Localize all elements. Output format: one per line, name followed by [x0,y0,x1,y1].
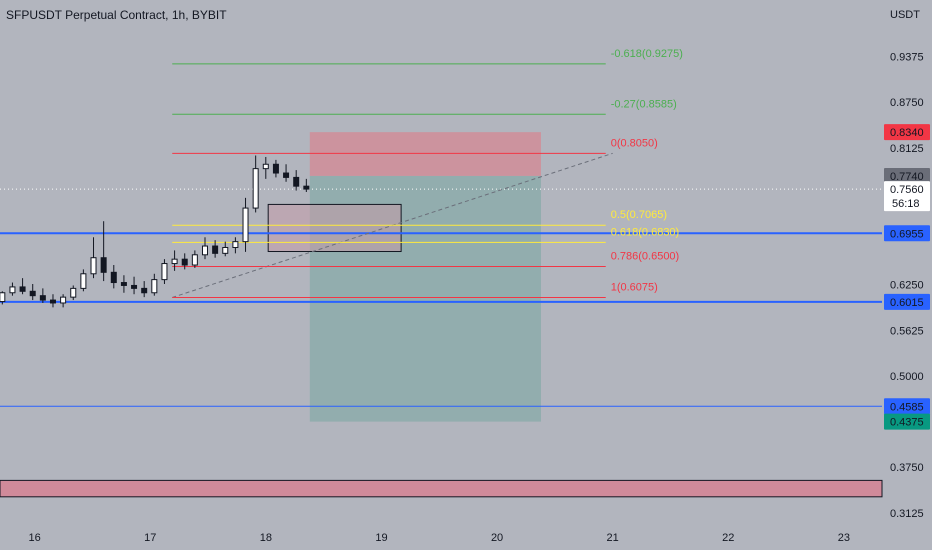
candle-body [252,168,259,209]
candle-body [151,279,158,294]
x-tick-label: 17 [144,532,156,544]
candle-body [120,282,127,286]
candle-body [39,295,46,301]
candle-body [80,273,87,289]
horizontal-lines-layer [0,188,882,407]
zones-layer [0,132,883,498]
candle-body [0,292,6,303]
candle-body [19,286,26,292]
candle-body [293,176,300,187]
price-label-bg [884,293,930,310]
x-tick-label: 18 [260,532,272,544]
y-tick-label: 0.3125 [890,508,924,520]
x-tick-label: 20 [491,532,503,544]
candle-body [161,263,168,281]
candle-body [29,290,36,297]
candle-body [60,296,67,304]
price-label: 0.7740 [890,171,924,183]
price-label: 0.4375 [890,417,924,429]
x-tick-label: 16 [29,532,41,544]
candle-body [283,172,290,178]
candle-body [201,245,208,256]
candle-body [141,287,148,294]
y-tick-label: 0.8750 [890,97,924,109]
price-label-bg [884,413,930,430]
stop-loss-zone [309,132,541,176]
demand-zone [0,479,883,498]
x-tick-label: 19 [375,532,387,544]
price-label-bg [884,167,930,184]
fib-level-label: 1(0.6075) [611,282,658,294]
x-tick-label: 23 [838,532,850,544]
candles-layer [0,155,310,308]
candle-body [70,287,77,298]
y-tick-label: 0.3750 [890,462,924,474]
chart-title: SFPUSDT Perpetual Contract, 1h, BYBIT [6,8,227,22]
currency-label: USDT [890,9,920,21]
candle-body [100,257,107,273]
candle-body [131,284,138,289]
candle-body [242,207,249,243]
price-label-bg [884,181,930,212]
fib-retracement[interactable]: -0.618(0.9275) -0.27(0.8585) 0(0.8050) 0.5(… [172,48,683,299]
countdown-label: 56:18 [892,198,920,210]
candle-body [191,254,198,266]
y-tick-label: 0.5625 [890,325,924,337]
x-axis: 16 17 18 19 20 21 22 23 [29,532,850,544]
candle-body [171,258,178,265]
fib-level-label: 0.5(0.7065) [611,209,667,221]
price-label-bg [884,225,930,242]
price-label: 0.8340 [890,127,924,139]
candle-body [212,245,219,254]
x-tick-label: 22 [722,532,734,544]
candle-body [303,185,310,190]
fib-level-label: -0.618(0.9275) [611,48,683,60]
candle-body [272,163,279,174]
y-axis: USDT 0.9375 0.8750 0.8125 0.6250 0.5625 0.5000… [890,9,924,520]
price-label: 0.6015 [890,297,924,309]
price-label: 0.6955 [890,228,924,240]
fib-level-label: 0(0.8050) [611,137,658,149]
price-label-bg [884,124,930,141]
candle-body [262,163,269,170]
y-tick-label: 0.6250 [890,280,924,292]
fib-level-label: 0.618(0.6830) [611,226,680,238]
candle-body [9,286,16,294]
y-tick-label: 0.5000 [890,371,924,383]
symbol-title: SFPUSDT Perpetual Contract, 1h, BYBIT [6,8,227,22]
price-label: 0.7560 [890,184,924,196]
x-tick-label: 21 [607,532,619,544]
fib-level-label: -0.27(0.8585) [611,98,677,110]
candle-body [232,241,239,248]
candle-body [90,257,97,275]
price-label: 0.4585 [890,401,924,413]
y-tick-label: 0.9375 [890,52,924,64]
fib-level-label: 0.786(0.6500) [611,250,680,262]
y-tick-label: 0.8125 [890,143,924,155]
candle-body [110,271,117,284]
price-label-bg [884,398,930,415]
candle-body [49,299,56,304]
candle-body [222,246,229,254]
candle-body [181,258,188,266]
order-block-box [267,203,402,253]
